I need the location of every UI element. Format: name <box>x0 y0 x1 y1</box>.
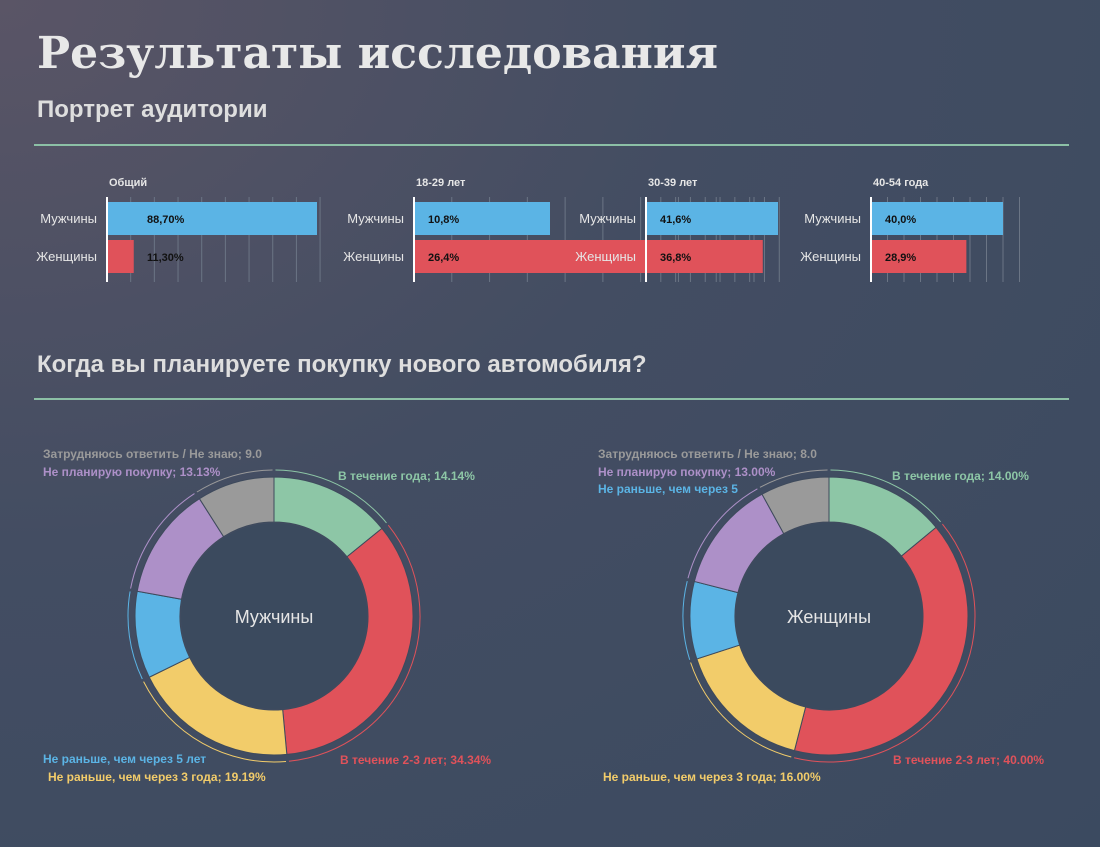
donut-slice-bracket <box>196 469 273 493</box>
donut-hole <box>736 523 922 709</box>
bar-category-label: Мужчины <box>579 211 636 226</box>
donut-slice-bracket <box>143 681 287 763</box>
donut-slice-2-3-years <box>282 527 414 755</box>
donut-slice-bracket <box>130 493 195 589</box>
divider-middle <box>34 398 1069 400</box>
donut-slice-label: Не планирую покупку; 13.13% <box>43 465 221 479</box>
bar-category-label: Мужчины <box>347 211 404 226</box>
bar-data-label: 40,0% <box>885 214 916 226</box>
bar-category-label: Мужчины <box>40 211 97 226</box>
donut-slice-bracket <box>690 662 792 758</box>
donut-slice-unknown <box>198 476 275 538</box>
bar-category-label: Женщины <box>575 249 636 264</box>
section-title-purchase: Когда вы планируете покупку нового автом… <box>37 351 647 378</box>
bar-data-label: 26,4% <box>428 252 459 264</box>
donut-slice-2-3-years <box>793 526 969 756</box>
bar-chart-3: 30-39 лет Мужчины 41,6% Женщины 36,8% <box>575 177 780 282</box>
donut-slice-bracket <box>127 591 143 680</box>
bar-women <box>871 240 967 273</box>
bar-chart-title: 18-29 лет <box>416 177 466 189</box>
donut-slice-label: В течение 2-3 лет; 40.00% <box>893 753 1044 767</box>
donut-slice-label: Не раньше, чем через 3 года; 19.19% <box>48 770 266 784</box>
bar-category-label: Мужчины <box>804 211 861 226</box>
page-title: Результаты исследования <box>37 28 719 79</box>
donut-slice-bracket <box>682 580 691 660</box>
section-title-audience: Портрет аудитории <box>37 96 268 123</box>
donut-slice-label: В течение года; 14.00% <box>892 469 1029 483</box>
bar-men <box>871 202 1003 235</box>
donut-slice-label: Не раньше, чем через 5 лет <box>43 752 206 766</box>
bar-chart-1: Общий Мужчины 88,70% Женщины 11,30% <box>36 177 321 282</box>
bar-data-label: 88,70% <box>147 214 185 226</box>
bar-chart-2: 18-29 лет Мужчины 10,8% Женщины 26,4% <box>343 177 755 282</box>
donut-center-label: Женщины <box>787 607 871 627</box>
bar-chart-title: 40-54 года <box>873 177 929 189</box>
donut-slice-bracket <box>830 469 941 523</box>
divider-top <box>34 144 1069 146</box>
donut-chart-men: В течение года; 14.14% В течение 2-3 лет;… <box>43 447 491 784</box>
donut-slice-label: В течение года; 14.14% <box>338 469 475 483</box>
bar-men <box>646 202 778 235</box>
donut-slice-label: Затрудняюсь ответить / Не знаю; 8.0 <box>598 447 817 461</box>
purchase-donut-charts: В течение года; 14.14% В течение 2-3 лет;… <box>43 447 1044 784</box>
donut-chart-women: В течение года; 14.00% В течение 2-3 лет;… <box>598 447 1044 784</box>
bar-chart-4: 40-54 года Мужчины 40,0% Женщины 28,9% <box>800 177 1020 282</box>
donut-slice-label: Затрудняюсь ответить / Не знаю; 9.0 <box>43 447 262 461</box>
bar-category-label: Женщины <box>36 249 97 264</box>
audience-bar-charts: Общий Мужчины 88,70% Женщины 11,30% 18-29 лет… <box>36 177 1020 282</box>
donut-slice-label: Не раньше, чем через 3 года; 16.00% <box>603 770 821 784</box>
bar-men <box>414 202 550 235</box>
donut-slice-label: В течение 2-3 лет; 34.34% <box>340 753 491 767</box>
bar-data-label: 28,9% <box>885 252 916 264</box>
donut-slice-bracket <box>793 523 976 763</box>
donut-slice-bracket <box>275 469 387 524</box>
donut-slice-5-years <box>689 580 741 660</box>
bar-chart-title: 30-39 лет <box>648 177 698 189</box>
donut-hole <box>181 523 367 709</box>
donut-slice-unknown <box>761 476 830 535</box>
donut-center-label: Мужчины <box>235 607 314 627</box>
bar-women <box>646 240 763 273</box>
bar-data-label: 10,8% <box>428 214 459 226</box>
bar-data-label: 36,8% <box>660 252 691 264</box>
bar-men <box>107 202 317 235</box>
bar-chart-title: Общий <box>109 177 147 189</box>
donut-slice-label: Не планирую покупку; 13.00% <box>598 465 776 479</box>
bar-data-label: 41,6% <box>660 214 691 226</box>
bar-category-label: Женщины <box>800 249 861 264</box>
bar-data-label: 11,30% <box>147 252 184 264</box>
donut-slice-bracket <box>288 524 421 762</box>
donut-slice-label: Не раньше, чем через 5 <box>598 482 738 496</box>
donut-slice-bracket <box>687 488 758 579</box>
donut-slice-bracket <box>759 469 828 488</box>
bar-category-label: Женщины <box>343 249 404 264</box>
bar-women <box>107 240 134 273</box>
